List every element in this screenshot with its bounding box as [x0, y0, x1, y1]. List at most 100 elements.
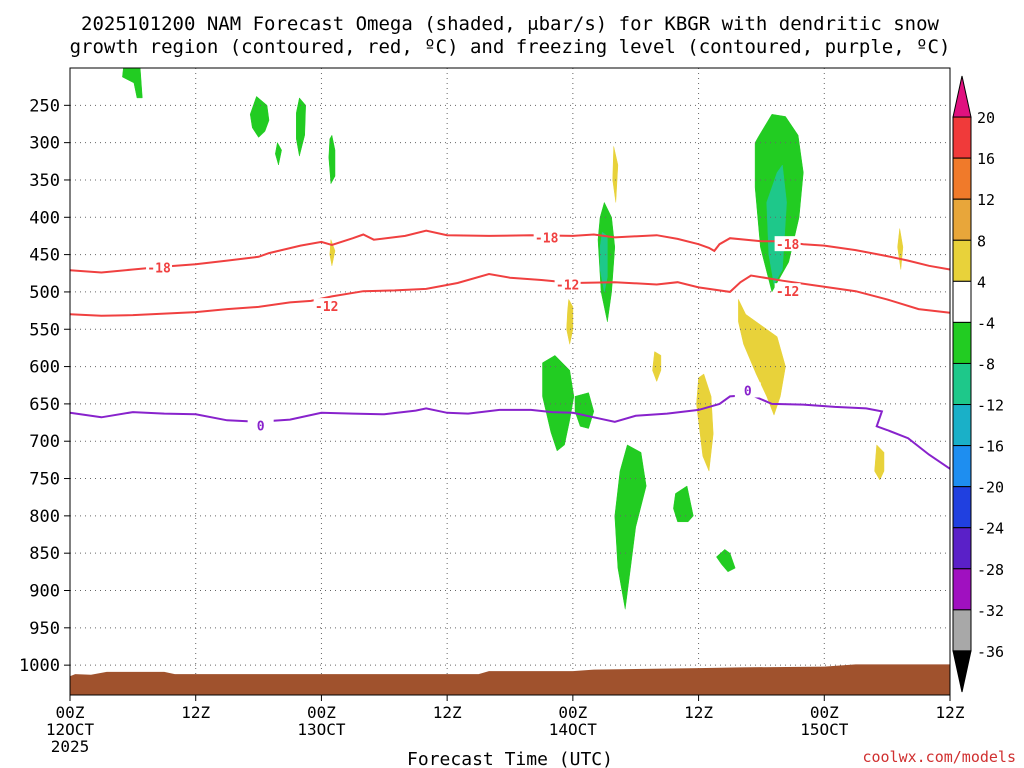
y-tick-label-15: 1000 [19, 656, 60, 676]
x-tick-label-5-0: 12Z [684, 703, 713, 722]
omega-region-18 [696, 373, 714, 472]
colorbar-label-5: 4 [977, 273, 986, 291]
contour-label-bg-0-2 [774, 236, 801, 252]
x-tick-label-2-0: 00Z [307, 703, 336, 722]
y-tick-label-14: 950 [29, 619, 60, 639]
x-tick-label-0-0: 00Z [56, 703, 85, 722]
omega-region-10 [673, 485, 694, 523]
contour-label-1-1: -12 [556, 278, 579, 293]
plot-area: -18 -18 -18 -12 -12 -12 0 0 [69, 67, 951, 696]
x-tick-label-3-0: 12Z [433, 703, 462, 722]
colorbar-swatch-5 [952, 280, 972, 323]
contour-label-bg-1-2 [774, 283, 801, 299]
credit-text[interactable]: coolwx.com/models [862, 748, 1016, 766]
omega-region-14 [612, 146, 619, 203]
colorbar-label-8: -12 [977, 397, 1004, 415]
omega-region-4 [328, 134, 336, 185]
contour-label-1-0: -12 [315, 300, 338, 315]
omega-region-16 [566, 298, 574, 345]
colorbar-swatch-14 [952, 650, 972, 693]
y-tick-label-0: 250 [29, 96, 60, 116]
omega-region-9 [614, 444, 647, 610]
colorbar-swatch-11 [952, 527, 972, 570]
x-tick-label-1-0: 12Z [181, 703, 210, 722]
y-tick-label-4: 450 [29, 246, 60, 266]
colorbar-label-6: -4 [977, 314, 995, 332]
omega-region-12 [766, 164, 787, 286]
colorbar-swatch-10 [952, 486, 972, 529]
grid-layer [70, 68, 950, 695]
y-tick-label-8: 650 [29, 395, 60, 415]
contour-label-bg-2-1 [734, 382, 761, 398]
colorbar-swatch-6 [952, 321, 972, 364]
omega-shading-layer [122, 67, 904, 610]
y-tick-label-7: 600 [29, 358, 60, 378]
terrain-fill [70, 664, 950, 695]
x-tick-label-6-1: 15OCT [800, 720, 849, 739]
colorbar-label-3: 12 [977, 191, 995, 209]
omega-region-8 [574, 392, 595, 429]
x-tick-label-2-1: 13OCT [297, 720, 346, 739]
plot-frame [69, 67, 951, 696]
colorbar-label-1: 20 [977, 109, 995, 127]
colorbar-label-2: 16 [977, 150, 995, 168]
colorbar-label-14: -36 [977, 643, 1004, 661]
contour-label-0-1: -18 [535, 231, 559, 246]
contour-label-bg-1-1 [554, 276, 581, 292]
y-tick-label-1: 300 [29, 134, 60, 154]
contour-label-1-2: -12 [776, 285, 799, 300]
colorbar-swatch-3 [952, 198, 972, 241]
contour-label-2-1: 0 [744, 384, 752, 399]
colorbar: 20 16 12 8 4 -4 -8 -12 -16 -20 -24 -28 -32 -36 [952, 75, 1004, 693]
x-tick-label-6-0: 00Z [810, 703, 839, 722]
contour-label-0-2: -18 [776, 238, 800, 253]
y-axis: 250 300 350 400 450 500 550 600 650 700 750 800 850 9… [19, 96, 70, 676]
contour-label-2-0: 0 [257, 420, 265, 435]
contour-label-bg-2-0 [247, 417, 274, 433]
omega-region-1 [249, 95, 270, 138]
y-tick-label-10: 750 [29, 470, 60, 490]
y-tick-label-2: 350 [29, 171, 60, 191]
y-tick-label-5: 500 [29, 283, 60, 303]
colorbar-swatch-0 [952, 75, 972, 118]
x-tick-label-4-1: 14OCT [549, 720, 598, 739]
contour-layer: -18 -18 -18 -12 -12 -12 0 0 [69, 229, 951, 470]
colorbar-label-10: -20 [977, 479, 1004, 497]
y-tick-label-9: 700 [29, 432, 60, 452]
chart-title-line1: 2025101200 NAM Forecast Omega (shaded, μ… [81, 13, 939, 35]
colorbar-label-7: -8 [977, 355, 995, 373]
chart-title-line2: growth region (contoured, red, ºC) and f… [70, 36, 951, 58]
colorbar-label-4: 8 [977, 232, 986, 250]
x-tick-label-7-0: 12Z [936, 703, 965, 722]
terrain-layer [70, 664, 950, 695]
plot-background [70, 68, 950, 695]
y-tick-label-11: 800 [29, 507, 60, 527]
colorbar-swatch-1 [952, 116, 972, 159]
y-tick-label-12: 850 [29, 544, 60, 564]
x-tick-label-4-0: 00Z [558, 703, 587, 722]
omega-region-11 [716, 549, 736, 573]
colorbar-swatch-4 [952, 239, 972, 282]
colorbar-swatch-13 [952, 609, 972, 652]
colorbar-swatch-9 [952, 445, 972, 488]
y-tick-label-3: 400 [29, 208, 60, 228]
colorbar-label-11: -24 [977, 520, 1004, 538]
omega-region-2 [275, 141, 282, 166]
y-tick-label-6: 550 [29, 320, 60, 340]
x-tick-label-0-2: 2025 [51, 737, 90, 756]
x-axis-label: Forecast Time (UTC) [407, 749, 613, 768]
contour-label-0-0: -18 [147, 261, 171, 276]
y-tick-label-13: 900 [29, 582, 60, 602]
contour-label-bg-1-0 [313, 298, 340, 314]
colorbar-label-12: -28 [977, 561, 1004, 579]
omega-region-15 [329, 239, 336, 266]
omega-region-19 [738, 299, 786, 416]
omega-region-17 [652, 351, 662, 383]
colorbar-label-9: -16 [977, 438, 1004, 456]
omega-region-21 [874, 444, 885, 481]
colorbar-swatch-8 [952, 404, 972, 447]
colorbar-swatch-7 [952, 362, 972, 406]
omega-region-7 [542, 355, 575, 452]
